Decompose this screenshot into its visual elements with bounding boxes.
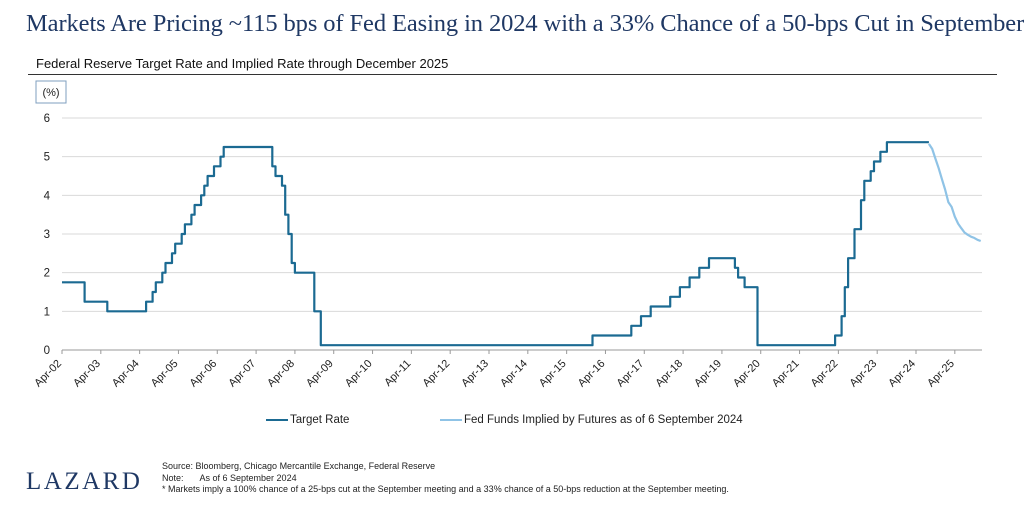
y-axis-ticks: 0 1 2 3 4 5 6 <box>44 113 51 357</box>
x-tick-label: Apr-03 <box>71 358 103 390</box>
y-tick-label: 4 <box>44 190 51 202</box>
asterisk-footnote: * Markets imply a 100% chance of a 25-bp… <box>162 484 729 494</box>
x-tick-label: Apr-17 <box>615 358 647 390</box>
legend-swatch-target-rate <box>266 419 288 421</box>
title-divider <box>28 74 997 75</box>
series <box>62 141 982 347</box>
legend-item-implied-rate: Fed Funds Implied by Futures as of 6 Sep… <box>440 414 743 426</box>
x-tick-label: Apr-16 <box>576 358 608 390</box>
x-tick-label: Apr-07 <box>226 358 258 390</box>
x-tick-label: Apr-24 <box>886 358 918 390</box>
x-tick-label: Apr-13 <box>459 358 491 390</box>
x-tick-label: Apr-02 <box>32 358 64 390</box>
y-tick-label: 5 <box>44 152 50 164</box>
series-line-target-rate <box>62 141 929 347</box>
note-label: Note: <box>162 472 184 483</box>
x-tick-label: Apr-19 <box>692 358 724 390</box>
y-tick-label: 2 <box>44 268 50 280</box>
x-axis-ticks: Apr-02 Apr-03 Apr-04 Apr-05 Apr-06 Apr-07 Apr-… <box>32 350 957 389</box>
legend-label-target-rate: Target Rate <box>290 414 350 426</box>
x-tick-label: Apr-23 <box>847 358 879 390</box>
x-tick-label: Apr-21 <box>770 358 802 390</box>
x-tick-label: Apr-09 <box>304 358 336 390</box>
date-note: Note: As of 6 September 2024 <box>162 473 729 485</box>
chart-title: Markets Are Pricing ~115 bps of Fed Easi… <box>26 10 1024 37</box>
gridlines <box>62 117 982 351</box>
x-tick-label: Apr-11 <box>382 358 413 389</box>
x-tick-label: Apr-04 <box>110 358 142 390</box>
x-tick-label: Apr-15 <box>537 358 569 390</box>
x-tick-label: Apr-08 <box>265 358 297 390</box>
source-note: Source: Bloomberg, Chicago Mercantile Ex… <box>162 461 436 471</box>
x-tick-label: Apr-14 <box>498 358 530 390</box>
series-line-implied-rate <box>927 143 982 243</box>
x-tick-label: Apr-12 <box>420 358 452 390</box>
chart-subtitle: Federal Reserve Target Rate and Implied … <box>36 56 449 71</box>
note-text: As of 6 September 2024 <box>199 472 297 483</box>
legend-label-implied-rate: Fed Funds Implied by Futures as of 6 Sep… <box>464 414 743 426</box>
x-tick-label: Apr-22 <box>809 358 841 390</box>
y-tick-label: 6 <box>44 113 50 125</box>
lazard-logo: LAZARD <box>26 468 143 495</box>
x-tick-label: Apr-05 <box>149 358 181 390</box>
x-tick-label: Apr-06 <box>188 358 220 390</box>
legend-swatch-implied-rate <box>440 419 462 421</box>
x-tick-label: Apr-25 <box>925 358 957 390</box>
y-tick-label: 0 <box>44 345 50 357</box>
footnotes: Source: Bloomberg, Chicago Mercantile Ex… <box>162 461 729 496</box>
x-tick-label: Apr-18 <box>653 358 685 390</box>
y-tick-label: 1 <box>44 306 50 318</box>
x-tick-label: Apr-20 <box>731 358 763 390</box>
x-tick-label: Apr-10 <box>343 358 375 390</box>
y-tick-label: 3 <box>44 229 50 241</box>
unit-label-box <box>35 80 67 104</box>
unit-label: (%) <box>42 87 59 99</box>
legend-item-target-rate: Target Rate <box>266 414 349 426</box>
